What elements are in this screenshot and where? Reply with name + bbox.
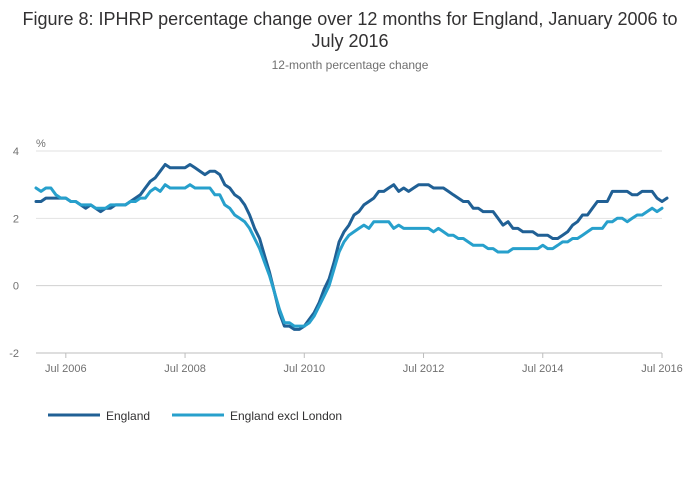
legend-item-england[interactable]: England <box>48 409 150 423</box>
x-tick-label: Jul 2016 <box>641 363 683 375</box>
chart-title: Figure 8: IPHRP percentage change over 1… <box>22 9 678 51</box>
x-tick-label: Jul 2008 <box>164 363 206 375</box>
x-tick-label: Jul 2014 <box>522 363 564 375</box>
chart-subtitle: 12-month percentage change <box>271 58 429 72</box>
x-tick-label: Jul 2006 <box>45 363 87 375</box>
series-line-england-excl-london[interactable] <box>34 183 664 328</box>
legend-label: England <box>106 409 150 423</box>
axes: -2 0 2 4% Jul 2006 Jul 2008 Jul 2010 Jul 2012 Ju… <box>9 138 683 375</box>
legend-label: England excl London <box>230 409 342 423</box>
x-tick-label: Jul 2010 <box>283 363 325 375</box>
y-tick-label: 4 <box>13 146 19 158</box>
x-tick-label: Jul 2012 <box>403 363 445 375</box>
series-lines <box>34 163 669 331</box>
y-tick-label: 2 <box>13 213 19 225</box>
y-tick-label: -2 <box>9 348 19 360</box>
grid <box>36 150 662 354</box>
series-line-england[interactable] <box>34 163 669 331</box>
y-tick-label: 0 <box>13 281 19 293</box>
y-axis-label: % <box>36 138 46 150</box>
legend: England England excl London <box>48 409 342 423</box>
legend-item-england-excl-london[interactable]: England excl London <box>172 409 342 423</box>
